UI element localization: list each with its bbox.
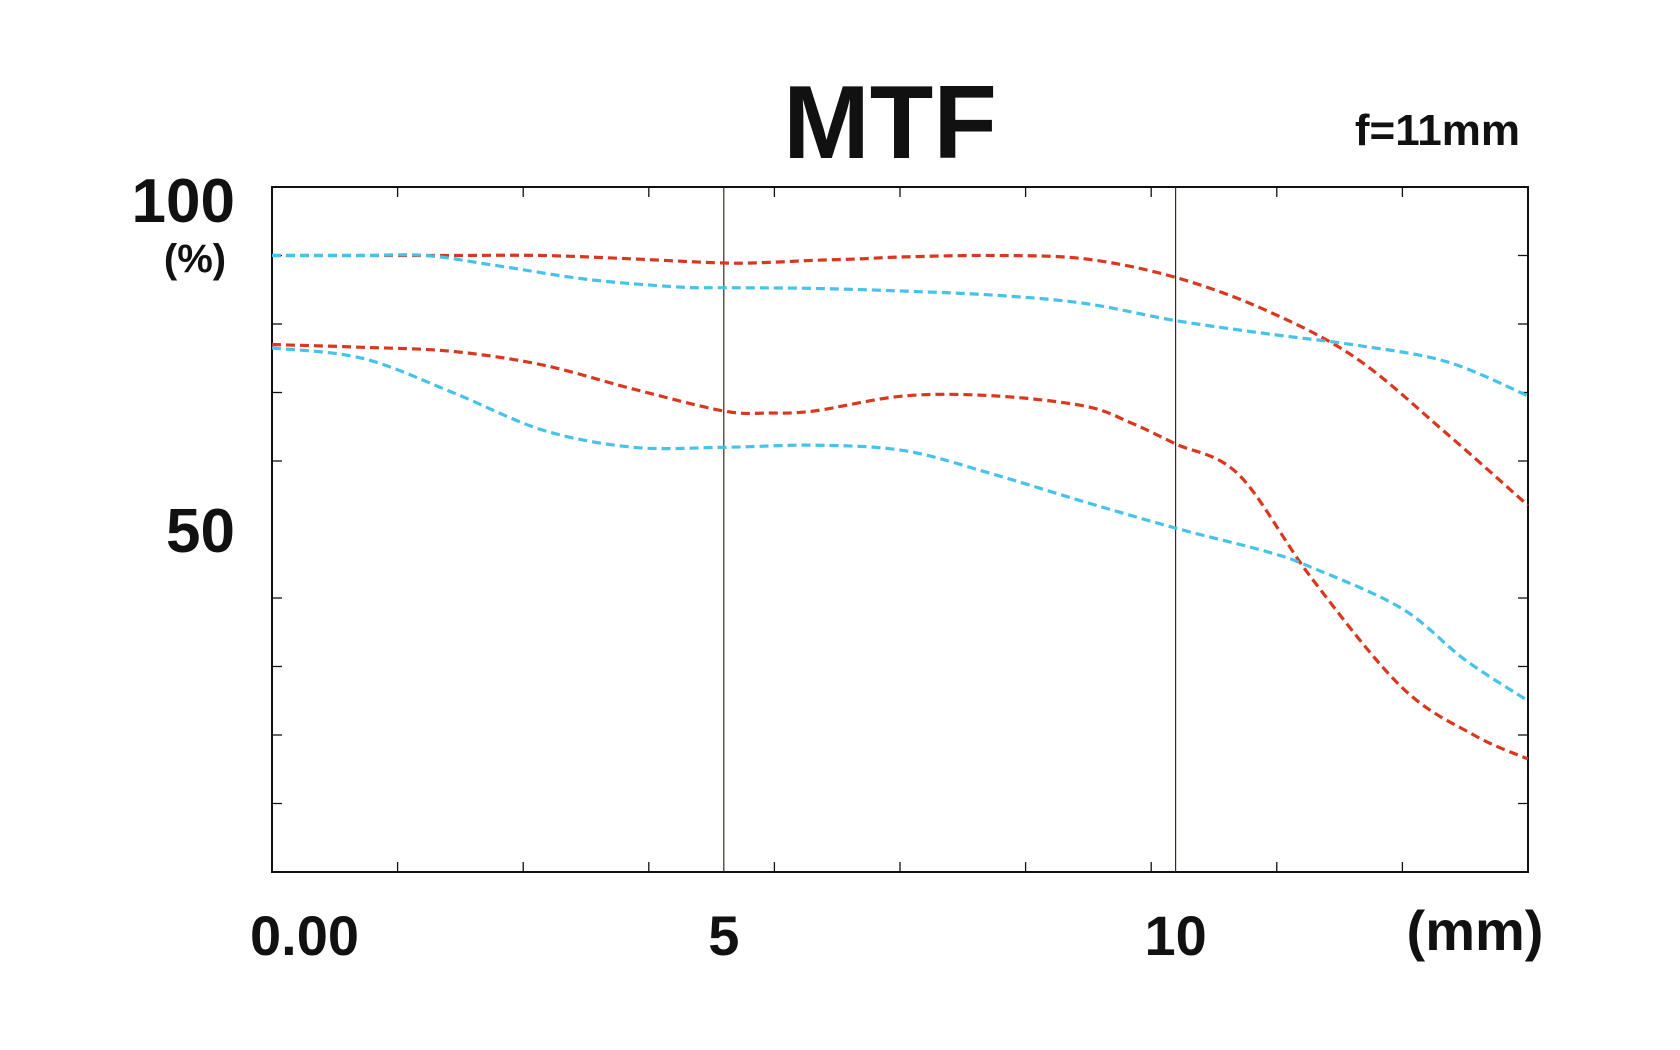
x-tick-label-0: 0.00 [250,904,359,967]
series-line-1-red [272,253,1530,507]
tick-labels: (%) (mm) 100 50 0.00 5 10 [132,167,1544,967]
x-tick-label-5: 5 [708,904,739,967]
y-axis-unit-label: (%) [164,237,226,281]
focal-length-label: f=11mm [1355,106,1520,155]
y-tick-label-50: 50 [166,497,235,566]
series-group [271,253,1530,761]
x-axis-unit-label: (mm) [1407,899,1544,962]
y-tick-label-100: 100 [132,167,235,236]
series-line-2-blue [272,253,1529,398]
axes [271,186,1529,873]
x-tick-label-10: 10 [1144,904,1206,967]
series-line-4-blue [271,346,1529,703]
series-line-3-red [271,342,1529,761]
chart-title: MTF [783,65,997,181]
